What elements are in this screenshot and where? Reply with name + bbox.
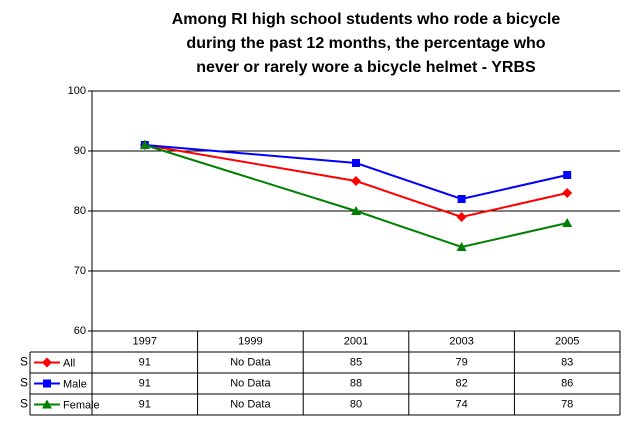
legend-label: Female <box>63 399 100 411</box>
table-cell: 86 <box>561 377 573 389</box>
row-marker: S <box>20 355 28 369</box>
data-point <box>352 159 360 167</box>
x-tick-label: 2005 <box>555 335 579 347</box>
table-cell: 85 <box>350 356 362 368</box>
data-point <box>457 195 466 203</box>
data-point <box>456 242 467 251</box>
x-tick-label: 1997 <box>133 335 157 347</box>
y-tick-label: 70 <box>74 265 86 277</box>
legend-label: All <box>63 357 75 369</box>
table-cell: 88 <box>350 377 362 389</box>
data-point <box>351 176 361 186</box>
data-point <box>562 188 573 198</box>
x-tick-label: 1999 <box>238 335 262 347</box>
table-cell: 91 <box>139 377 151 389</box>
table-cell: 83 <box>561 356 573 368</box>
table-cell: 79 <box>455 356 467 368</box>
y-tick-label: 90 <box>74 145 86 157</box>
y-tick-label: 100 <box>68 85 86 97</box>
row-marker: S <box>20 376 28 390</box>
table-cell: No Data <box>230 398 271 410</box>
table-cell: 74 <box>455 398 467 410</box>
table-cell: 80 <box>350 398 362 410</box>
data-point <box>563 171 572 179</box>
legend-marker <box>42 357 52 368</box>
table-cell: 91 <box>139 356 151 368</box>
data-point <box>351 206 361 215</box>
series-line <box>144 144 568 201</box>
table-cell: 78 <box>561 398 573 410</box>
table-cell: No Data <box>230 356 271 368</box>
series-line <box>144 144 568 249</box>
chart-title: during the past 12 months, the percentag… <box>186 35 545 52</box>
x-tick-label: 2001 <box>344 335 368 347</box>
row-marker: S <box>20 397 28 411</box>
chart-title: Among RI high school students who rode a… <box>172 11 561 28</box>
table-cell: 91 <box>139 398 151 410</box>
table-cell: 82 <box>455 377 467 389</box>
legend-marker <box>43 379 51 388</box>
series-line <box>144 144 568 219</box>
data-point <box>139 140 150 149</box>
y-tick-label: 60 <box>74 325 86 337</box>
x-tick-label: 2003 <box>449 335 473 347</box>
y-tick-label: 80 <box>74 205 86 217</box>
chart-title: never or rarely wore a bicycle helmet - … <box>196 59 536 76</box>
legend-label: Male <box>63 378 87 390</box>
data-point <box>562 218 573 227</box>
data-point <box>456 212 467 222</box>
legend-marker <box>42 399 52 409</box>
table-cell: No Data <box>230 377 271 389</box>
